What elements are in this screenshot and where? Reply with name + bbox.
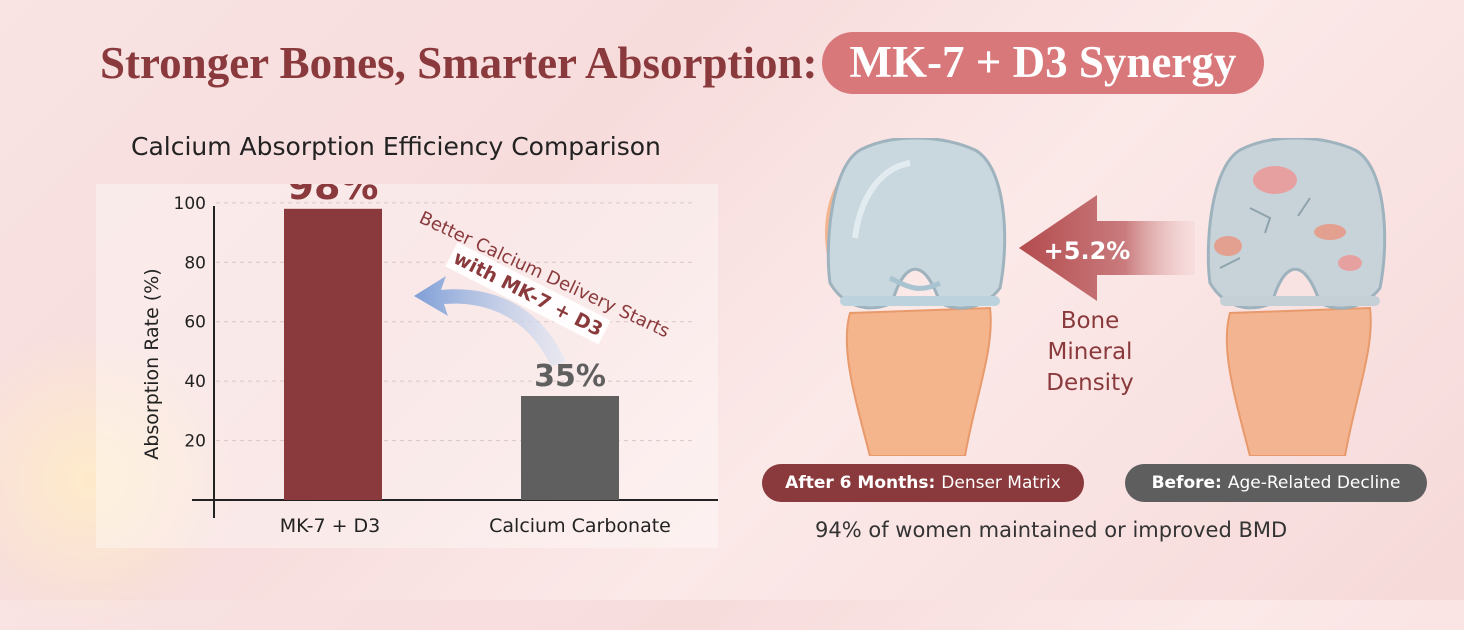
after-caption-text: Denser Matrix <box>941 473 1061 493</box>
bar-mk7-d3 <box>284 208 382 501</box>
chart-title: Calcium Absorption Efficiency Comparison <box>131 132 661 161</box>
cartilage-highlight <box>852 160 911 239</box>
y-tick-label: 100 <box>174 194 206 214</box>
headline-highlight-pill: MK-7 + D3 Synergy <box>821 32 1265 94</box>
femur-cartilage-shape-before <box>1206 138 1387 310</box>
declining-knee-illustration <box>1206 138 1387 456</box>
bar-value-label: 98% <box>288 184 379 208</box>
before-caption-bold: Before: <box>1151 473 1222 493</box>
left-arrow-icon <box>1019 195 1195 301</box>
healthy-knee-illustration <box>825 138 1007 456</box>
headline-main: Stronger Bones, Smarter Absorption: <box>100 38 818 88</box>
y-tick-label: 20 <box>184 432 206 452</box>
tibia-shape-before <box>1225 306 1372 456</box>
y-tick-label: 80 <box>184 253 206 273</box>
bmd-line2: Mineral <box>1047 339 1133 365</box>
bmd-change-arrow: +5.2% <box>1019 195 1195 301</box>
lesion-mark <box>1214 236 1242 256</box>
before-caption-text: Age-Related Decline <box>1227 473 1401 493</box>
bmd-metric-label: Bone Mineral Density <box>1030 306 1150 399</box>
bar-calcium-carbonate <box>521 396 619 500</box>
lesion-mark <box>1314 224 1346 240</box>
y-tick-label: 40 <box>184 372 206 392</box>
crack-lines <box>1219 197 1311 269</box>
chart-bars: 98% MK-7 + D3 35% Calcium Carbonate <box>280 184 671 537</box>
y-tick-label: 60 <box>184 313 206 333</box>
absorption-bar-chart: 20 40 60 80 100 Absorption Rate (%) 98% MK-7 … <box>141 184 718 537</box>
meniscus-shape <box>840 296 1000 306</box>
x-category-label: MK-7 + D3 <box>280 515 381 537</box>
chart-axes <box>192 206 718 518</box>
bmd-line3: Density <box>1046 370 1134 396</box>
annotation-arrow <box>414 276 566 366</box>
after-caption-pill: After 6 Months: Denser Matrix <box>762 464 1084 502</box>
bmd-line1: Bone <box>1060 308 1120 334</box>
background-glow <box>0 330 240 630</box>
tibia-shape <box>845 306 992 456</box>
lesion-mark <box>1338 255 1362 271</box>
annotation-highlight <box>445 242 611 345</box>
before-caption-pill: Before: Age-Related Decline <box>1125 464 1427 502</box>
bmd-footnote: 94% of women maintained or improved BMD <box>815 518 1288 542</box>
y-tick-labels: 20 40 60 80 100 <box>174 194 206 452</box>
femur-cartilage-shape <box>826 138 1007 310</box>
curved-arrow-icon <box>414 276 566 366</box>
ligament-shape <box>888 275 942 291</box>
y-axis-label: Absorption Rate (%) <box>141 268 163 459</box>
meniscus-shape-before <box>1220 296 1380 306</box>
bar-value-label: 35% <box>534 359 606 394</box>
x-category-label: Calcium Carbonate <box>489 515 671 537</box>
after-caption-bold: After 6 Months: <box>785 473 936 493</box>
lesion-mark <box>1253 166 1297 194</box>
headline: Stronger Bones, Smarter Absorption: MK-7… <box>100 30 1265 96</box>
bmd-change-value: +5.2% <box>1044 237 1131 265</box>
